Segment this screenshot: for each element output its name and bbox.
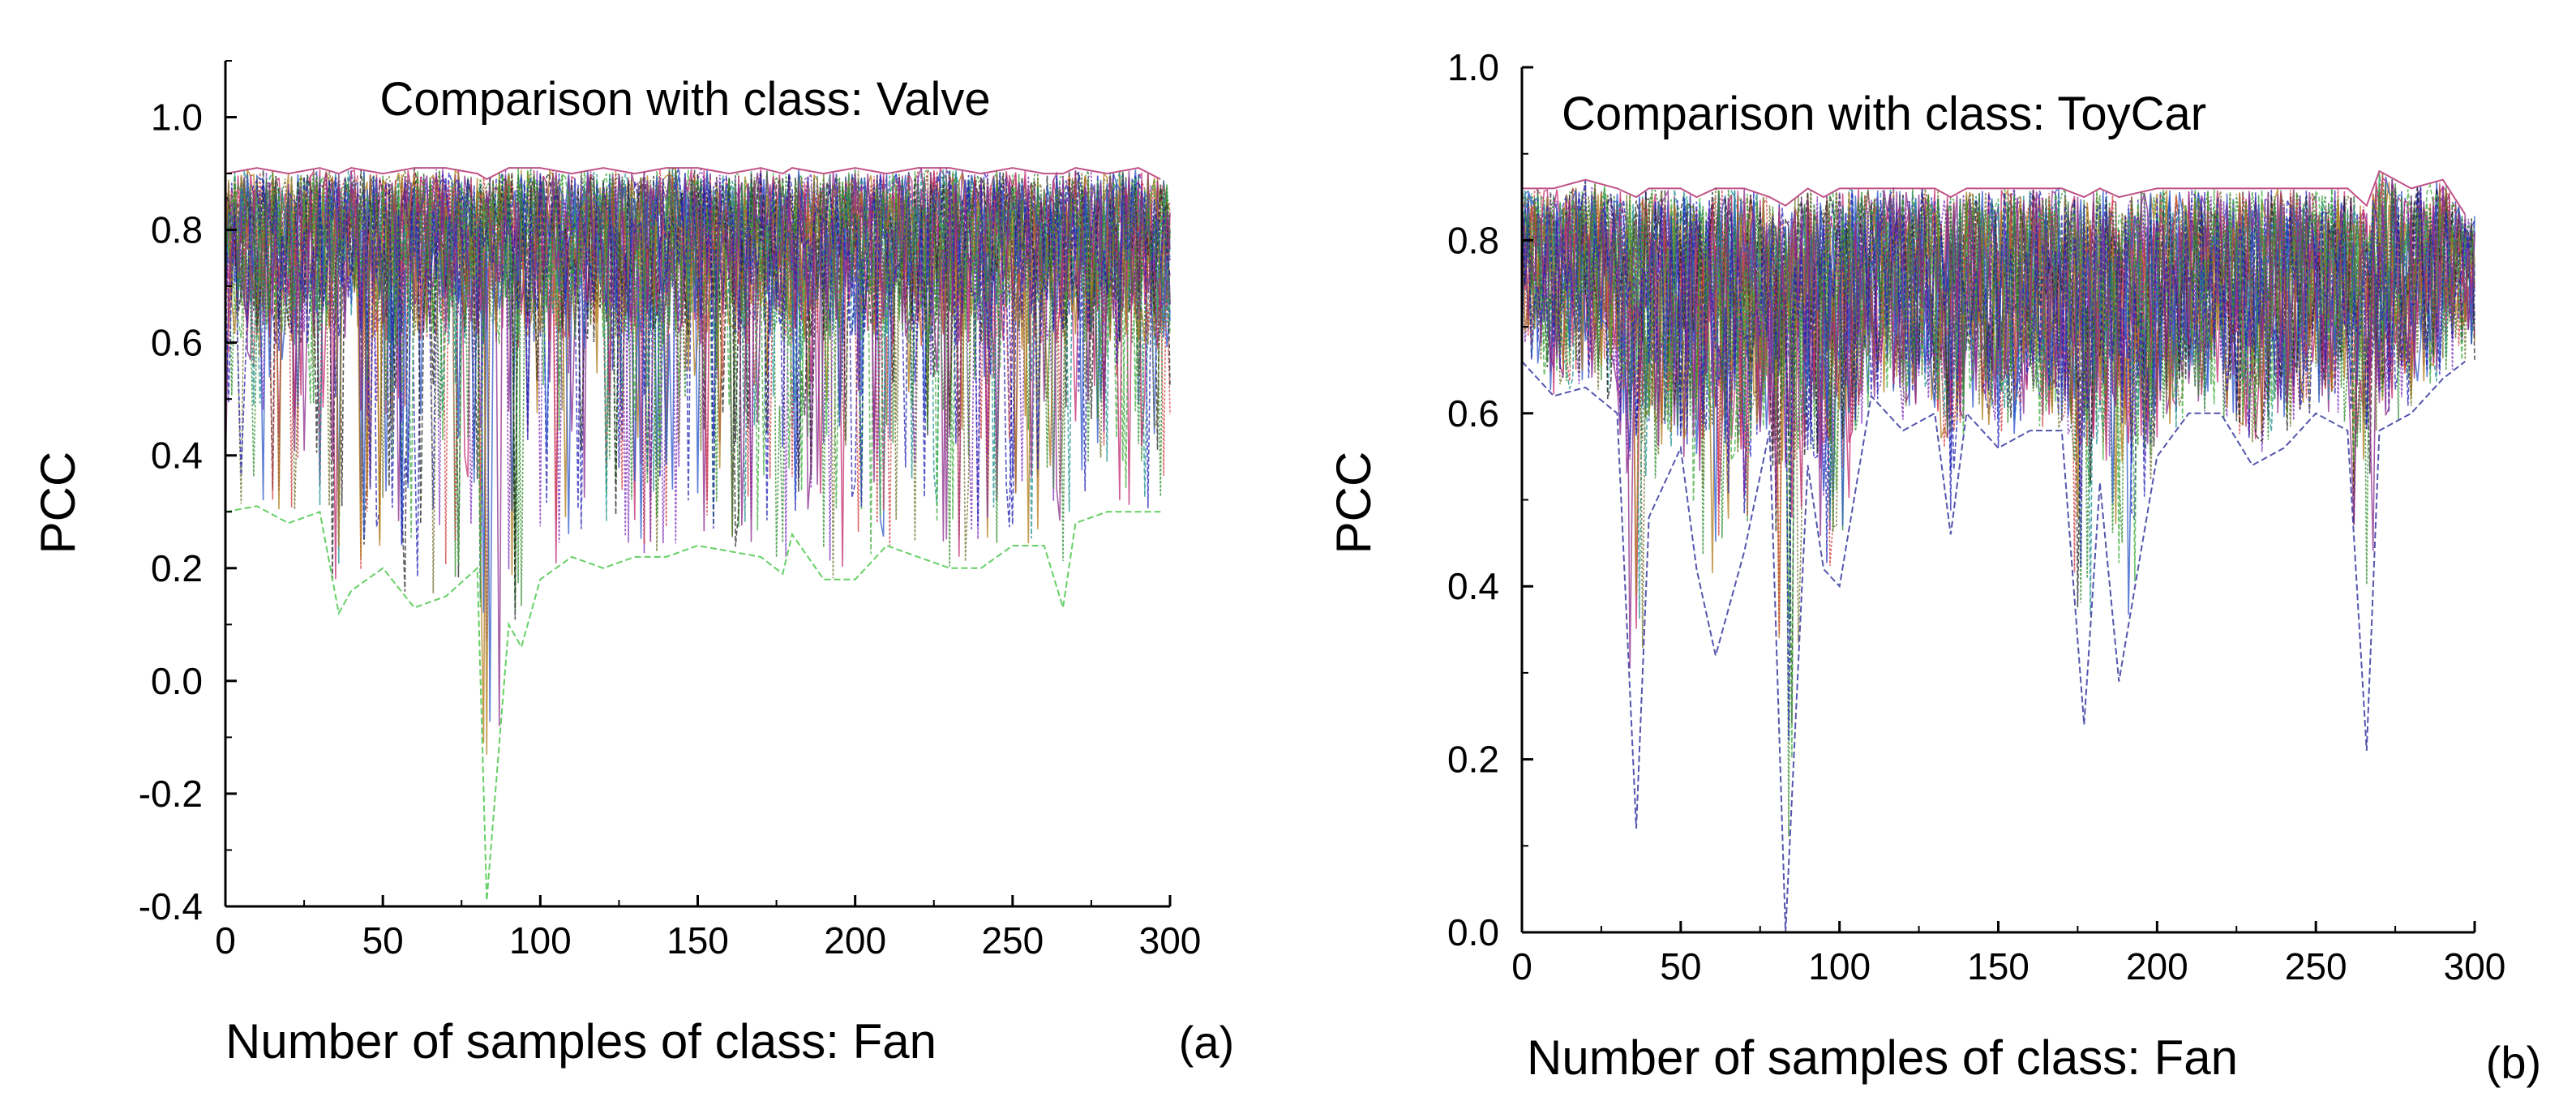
x-tick-label-b-300: 300 bbox=[2444, 945, 2506, 987]
series-layer-a bbox=[225, 166, 1171, 902]
x-tick-label-a-250: 250 bbox=[981, 919, 1044, 962]
ticks-a: 0 50 100 150 200 250 300 -0.4 -0.2 0.0 0.2 0.4 0.6 0.… bbox=[139, 60, 1202, 962]
y-tick-label-b-1: 0.2 bbox=[1447, 739, 1499, 781]
y-tick-label-a-7: 1.0 bbox=[151, 96, 203, 139]
x-tick-label-b-0: 0 bbox=[1511, 945, 1532, 987]
x-tick-label-a-300: 300 bbox=[1139, 919, 1202, 962]
y-tick-label-b-4: 0.8 bbox=[1447, 219, 1499, 261]
y-tick-label-a-2: 0.0 bbox=[151, 660, 203, 702]
series-line-b-20 bbox=[1521, 173, 2475, 516]
series-envelope-min-a bbox=[225, 505, 1161, 902]
y-tick-label-a-5: 0.6 bbox=[151, 322, 203, 364]
series-line-b-19 bbox=[1521, 178, 2475, 724]
x-tick-label-b-200: 200 bbox=[2126, 945, 2188, 987]
y-tick-label-a-1: -0.2 bbox=[139, 773, 203, 815]
panel-label-a: (a) bbox=[1179, 1017, 1234, 1068]
series-line-a-20 bbox=[225, 169, 1171, 546]
y-axis-label-b: PCC bbox=[1327, 452, 1381, 555]
x-axis-label-b: Number of samples of class: Fan bbox=[1527, 1030, 2238, 1085]
series-envelope-max-a bbox=[225, 167, 1161, 181]
chart-title-a: Comparison with class: Valve bbox=[379, 73, 990, 126]
x-tick-label-a-200: 200 bbox=[824, 919, 886, 962]
series-line-a-22 bbox=[225, 170, 1171, 608]
chart-panel-a: 0 50 100 150 200 250 300 -0.4 -0.2 0.0 0.2 0.4 0.6 0.… bbox=[31, 60, 1234, 1069]
y-tick-label-b-0: 0.0 bbox=[1447, 911, 1499, 953]
series-line-a-23 bbox=[225, 169, 1171, 593]
y-tick-label-a-4: 0.4 bbox=[151, 435, 203, 477]
series-line-b-24 bbox=[1521, 181, 2475, 669]
chart-panel-b: 0 50 100 150 200 250 300 0.0 0.2 0.4 0.6 0.8 1.0 Com… bbox=[1327, 46, 2541, 1088]
x-tick-label-a-150: 150 bbox=[667, 919, 729, 962]
x-tick-label-b-50: 50 bbox=[1660, 945, 1701, 987]
y-tick-label-b-5: 1.0 bbox=[1447, 46, 1499, 88]
y-tick-label-a-6: 0.8 bbox=[151, 209, 203, 251]
series-line-a-24 bbox=[225, 170, 1171, 542]
x-tick-label-a-0: 0 bbox=[215, 919, 236, 962]
x-axis-label-a: Number of samples of class: Fan bbox=[225, 1014, 937, 1069]
series-layer-b bbox=[1521, 169, 2475, 933]
series-line-b-16 bbox=[1521, 188, 2475, 520]
series-line-a-26 bbox=[225, 169, 1171, 584]
x-tick-label-b-150: 150 bbox=[1967, 945, 2030, 987]
series-envelope-max-b bbox=[1522, 169, 2467, 215]
ticks-b: 0 50 100 150 200 250 300 0.0 0.2 0.4 0.6 0.8 1.0 bbox=[1447, 46, 2505, 987]
chart-title-b: Comparison with class: ToyCar bbox=[1562, 88, 2206, 140]
x-tick-label-a-50: 50 bbox=[362, 919, 404, 962]
series-line-b-26 bbox=[1521, 182, 2475, 533]
y-tick-label-b-3: 0.6 bbox=[1447, 392, 1499, 435]
y-tick-label-a-0: -0.4 bbox=[139, 885, 203, 927]
x-tick-label-b-250: 250 bbox=[2285, 945, 2347, 987]
series-envelope-min-b bbox=[1521, 361, 2466, 933]
panel-label-b: (b) bbox=[2486, 1037, 2541, 1088]
y-tick-label-b-2: 0.4 bbox=[1447, 565, 1499, 607]
y-tick-label-a-3: 0.2 bbox=[151, 547, 203, 589]
y-axis-label-a: PCC bbox=[31, 452, 85, 555]
x-tick-label-a-100: 100 bbox=[509, 919, 572, 962]
x-tick-label-b-100: 100 bbox=[1808, 945, 1871, 987]
